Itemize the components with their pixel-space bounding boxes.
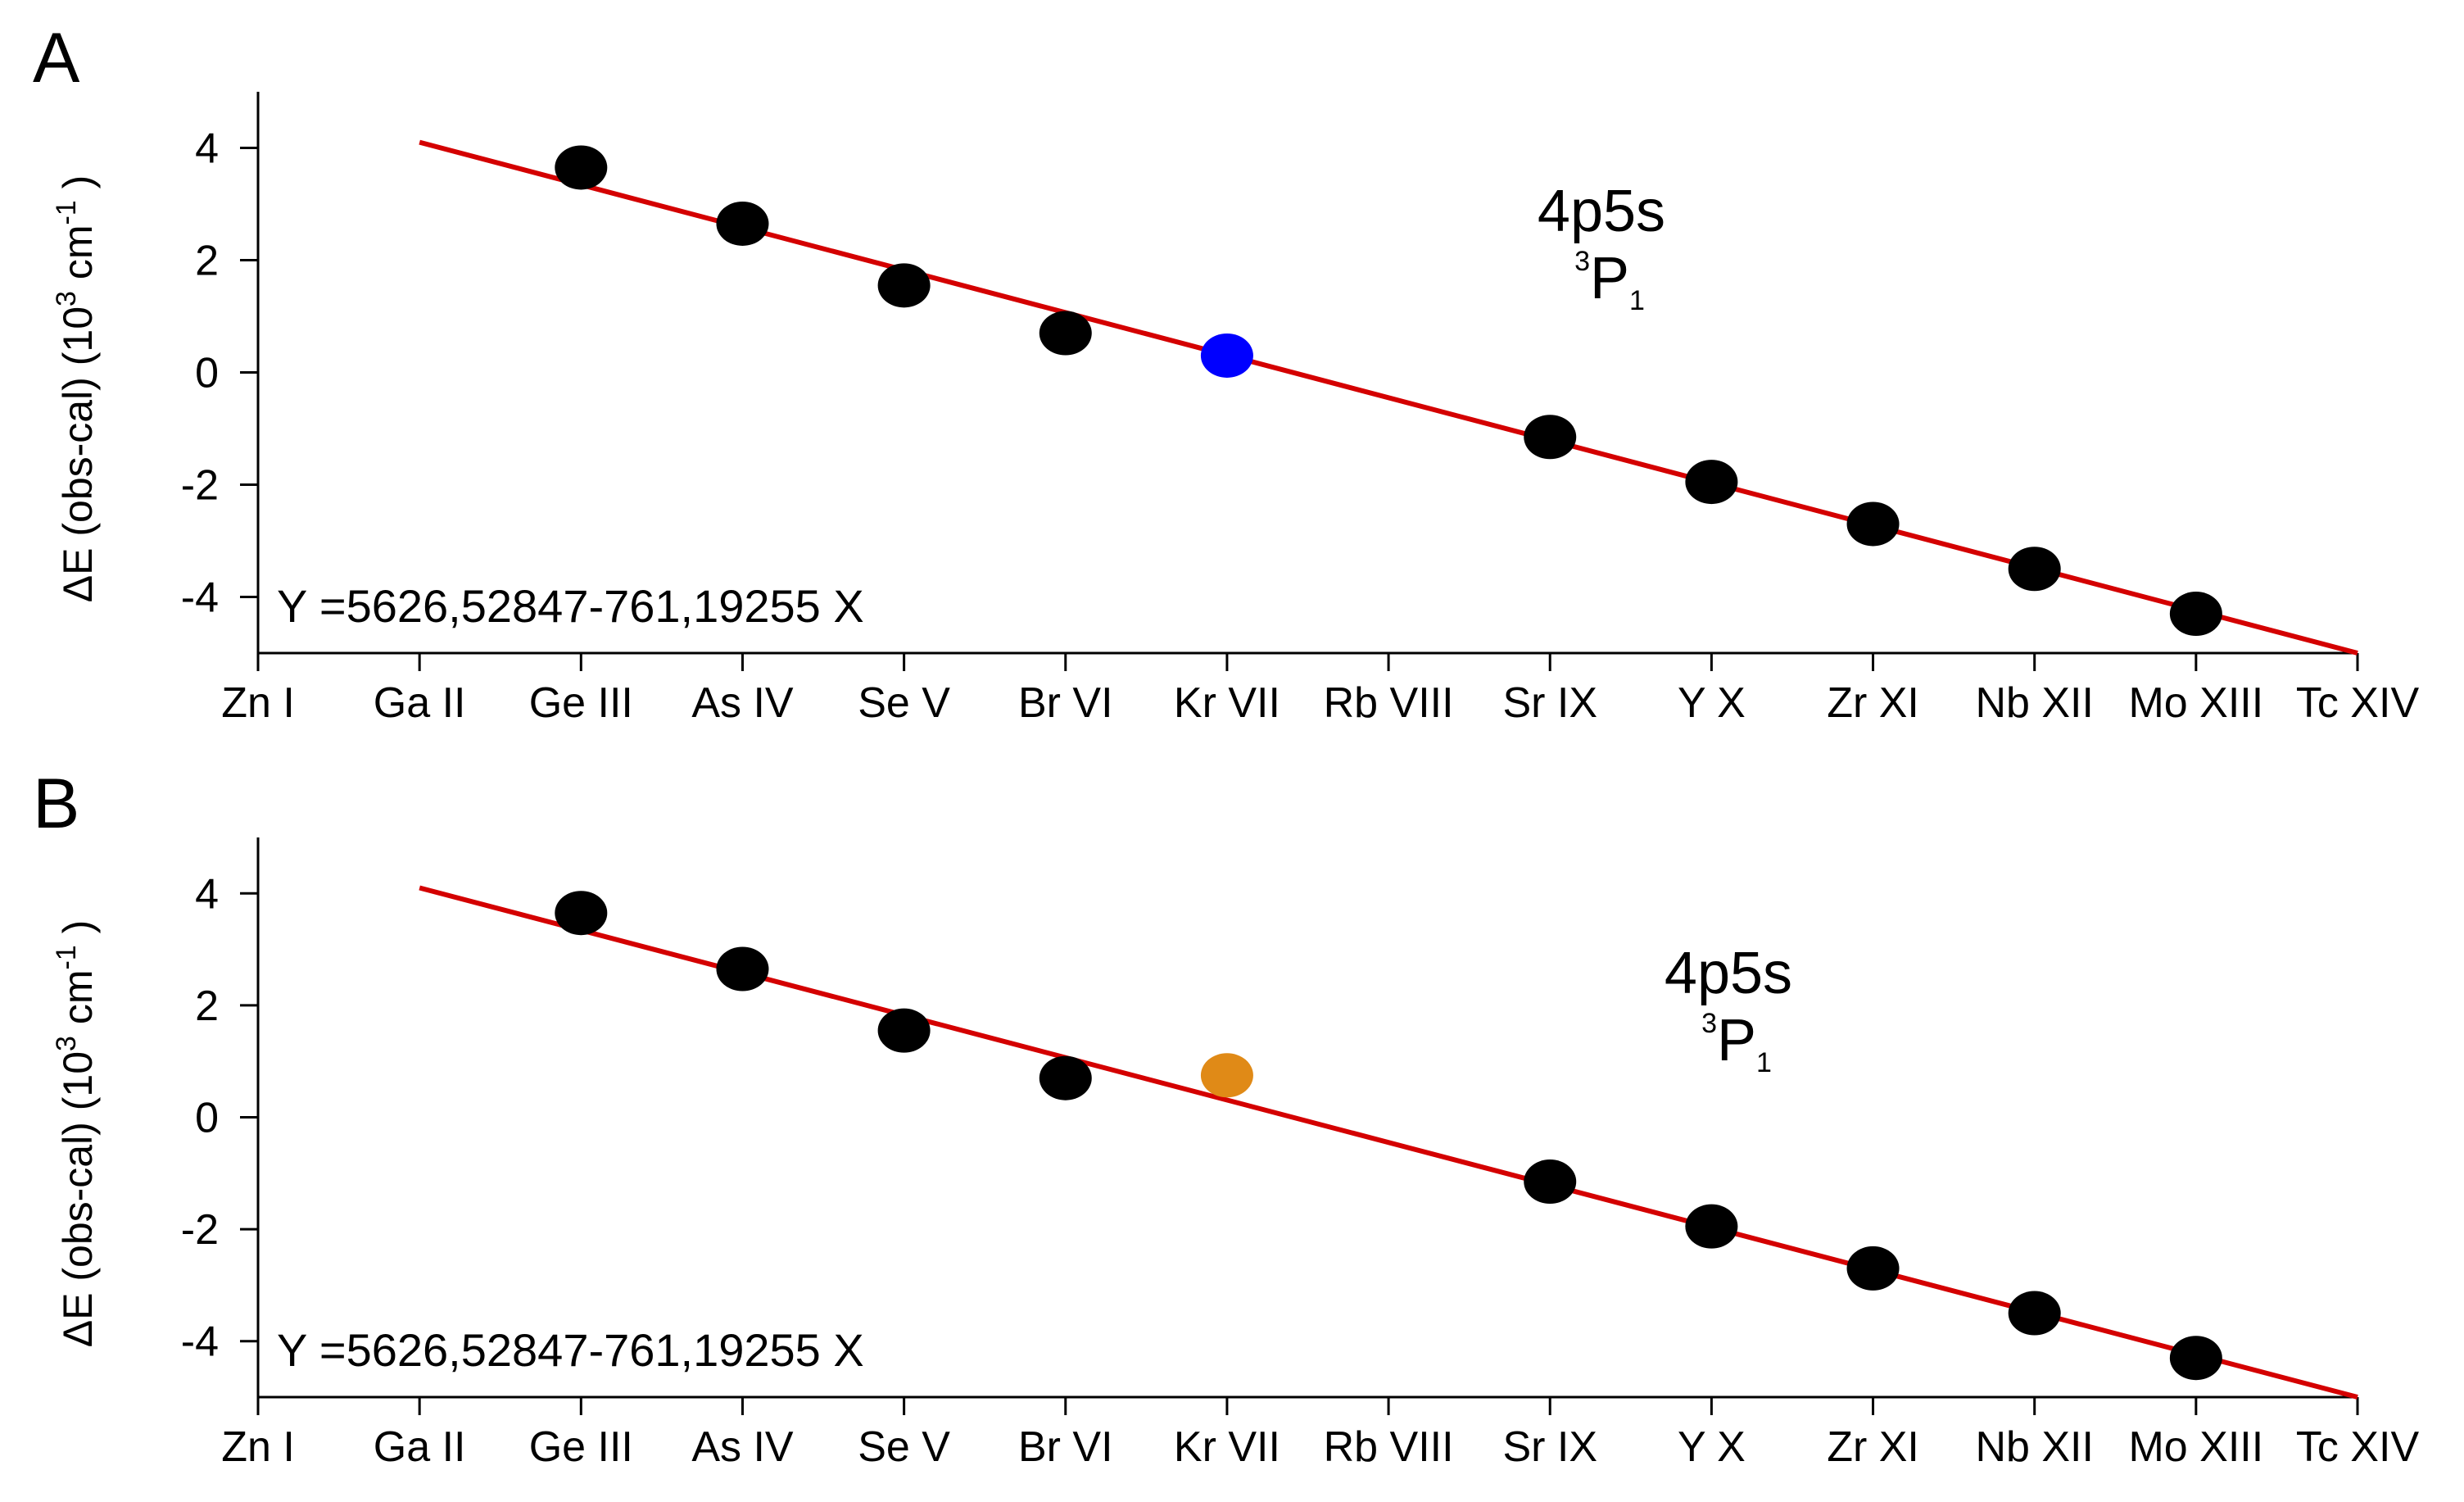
x-tick-label: Mo XIII <box>2128 1423 2263 1471</box>
x-tick-label: Y X <box>1678 679 1746 727</box>
panel-a: A 4 2 0 -2 -4 Zn I Ga II Ge III As IV Se V Br VI Kr … <box>33 19 2419 727</box>
x-tick-label: Ge III <box>529 679 633 727</box>
y-tick-label: 4 <box>195 125 219 173</box>
data-point <box>877 263 931 308</box>
data-point <box>2008 1291 2061 1336</box>
data-point <box>2169 592 2222 637</box>
y-tick-label: 2 <box>195 238 219 285</box>
data-point <box>1524 1159 1577 1205</box>
data-point <box>1524 415 1577 460</box>
x-tick-label: As IV <box>691 1423 794 1471</box>
data-point <box>716 946 769 992</box>
data-point <box>1685 1204 1738 1249</box>
x-tick-label: Se V <box>858 1423 950 1471</box>
panel-b: B 4 2 0 -2 -4 Zn I Ga II Ge III As IV Se V Br VI Kr … <box>33 765 2419 1471</box>
panel-letter: A <box>33 19 80 98</box>
x-tick-label: Ga II <box>374 1423 466 1471</box>
y-tick-label: 2 <box>195 982 219 1030</box>
x-tick-label: Sr IX <box>1502 1423 1597 1471</box>
x-tick-label: Zr XI <box>1827 1423 1919 1471</box>
y-axis-label: ΔE (obs-cal) (103 cm-1 ) <box>51 920 101 1348</box>
panel-letter: B <box>33 765 79 843</box>
x-tick-label: As IV <box>691 679 794 727</box>
y-tick-label: -4 <box>181 1318 219 1366</box>
x-tick-label: Ga II <box>374 679 466 727</box>
x-tick-label: Ge III <box>529 1423 633 1471</box>
fit-line <box>419 885 2358 1400</box>
x-tick-label: Zr XI <box>1827 679 1919 727</box>
data-point <box>716 201 769 246</box>
y-tick-label: -4 <box>181 574 219 622</box>
x-tick-label: Nb XII <box>1975 1423 2094 1471</box>
data-point <box>2008 547 2061 592</box>
y-tick-label: -2 <box>181 462 219 510</box>
data-point <box>1685 460 1738 505</box>
x-tick-label: Rb VIII <box>1324 1423 1454 1471</box>
term-symbol: 3P1 <box>1701 1008 1772 1078</box>
term-label: 4p5s <box>1665 941 1792 1006</box>
x-tick-label: Tc XIV <box>2296 679 2420 727</box>
data-point <box>1200 1053 1253 1098</box>
data-point <box>1846 1246 1900 1291</box>
x-tick-label: Zn I <box>221 679 295 727</box>
data-point <box>555 891 608 936</box>
x-tick-label: Sr IX <box>1502 679 1597 727</box>
term-label: 4p5s <box>1538 179 1665 244</box>
x-tick-label: Nb XII <box>1975 679 2094 727</box>
data-point <box>1039 1055 1092 1100</box>
data-point <box>877 1008 931 1053</box>
x-tick-label: Br VI <box>1018 1423 1113 1471</box>
x-tick-label: Mo XIII <box>2128 679 2263 727</box>
y-tick-label: 0 <box>195 1095 219 1142</box>
x-tick-label: Zn I <box>221 1423 295 1471</box>
x-tick-label: Se V <box>858 679 950 727</box>
fit-line <box>419 139 2358 656</box>
x-tick-label: Kr VII <box>1174 679 1280 727</box>
fit-equation: Y =5626,52847-761,19255 X <box>277 580 864 632</box>
data-point <box>1039 311 1092 356</box>
data-point <box>555 145 608 190</box>
fit-equation: Y =5626,52847-761,19255 X <box>277 1324 864 1376</box>
y-axis-label: ΔE (obs-cal) (103 cm-1 ) <box>51 175 101 603</box>
x-tick-label: Kr VII <box>1174 1423 1280 1471</box>
x-tick-label: Br VI <box>1018 679 1113 727</box>
term-symbol: 3P1 <box>1574 246 1645 316</box>
data-point <box>1846 501 1900 547</box>
x-tick-label: Tc XIV <box>2296 1423 2420 1471</box>
y-tick-label: -2 <box>181 1206 219 1254</box>
data-point <box>1200 333 1253 378</box>
y-tick-label: 4 <box>195 870 219 918</box>
data-point <box>2169 1336 2222 1381</box>
x-tick-label: Rb VIII <box>1324 679 1454 727</box>
x-tick-label: Y X <box>1678 1423 1746 1471</box>
y-tick-label: 0 <box>195 350 219 397</box>
